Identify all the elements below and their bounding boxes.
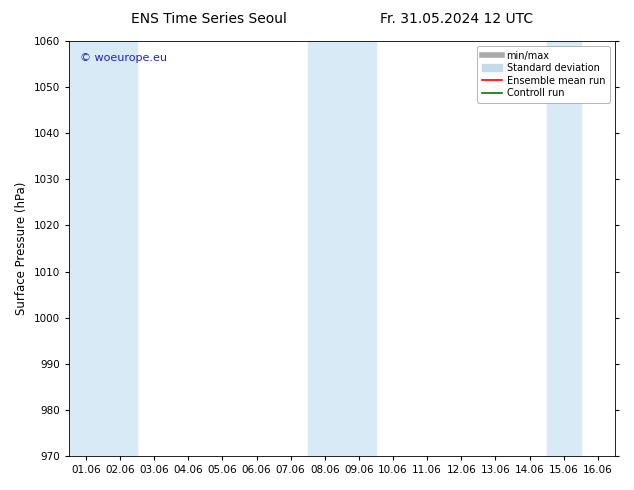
Bar xyxy=(547,41,581,456)
Bar xyxy=(69,41,137,456)
Text: ENS Time Series Seoul: ENS Time Series Seoul xyxy=(131,12,287,26)
Text: © woeurope.eu: © woeurope.eu xyxy=(80,53,167,64)
Text: Fr. 31.05.2024 12 UTC: Fr. 31.05.2024 12 UTC xyxy=(380,12,533,26)
Legend: min/max, Standard deviation, Ensemble mean run, Controll run: min/max, Standard deviation, Ensemble me… xyxy=(477,46,610,103)
Bar xyxy=(307,41,376,456)
Y-axis label: Surface Pressure (hPa): Surface Pressure (hPa) xyxy=(15,182,28,315)
